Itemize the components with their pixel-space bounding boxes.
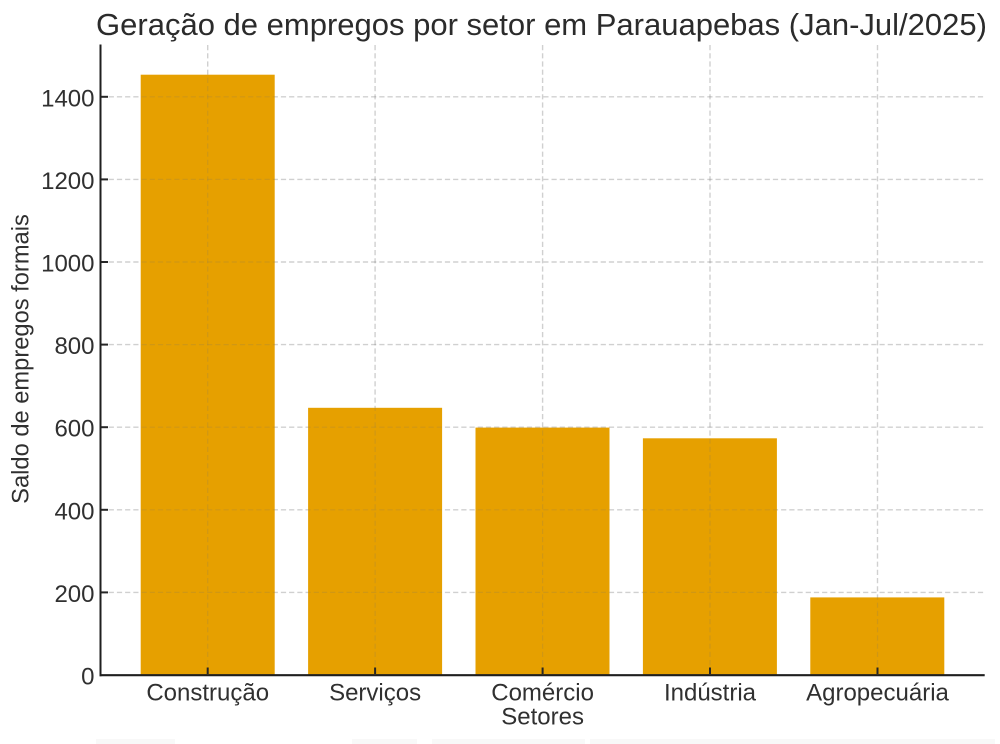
- svg-text:800: 800: [54, 333, 94, 360]
- svg-text:1000: 1000: [41, 251, 94, 278]
- svg-text:Indústria: Indústria: [664, 679, 757, 706]
- svg-text:0: 0: [81, 664, 94, 691]
- svg-text:1200: 1200: [41, 168, 94, 195]
- svg-text:Geração de empregos por setor: Geração de empregos por setor em Parauap…: [96, 7, 987, 42]
- svg-text:Saldo de empregos formais: Saldo de empregos formais: [8, 214, 34, 504]
- svg-text:600: 600: [54, 416, 94, 443]
- svg-text:Serviços: Serviços: [329, 679, 421, 706]
- svg-text:200: 200: [54, 581, 94, 608]
- svg-text:Construção: Construção: [146, 679, 269, 706]
- svg-text:Setores: Setores: [501, 704, 584, 731]
- svg-text:1400: 1400: [41, 85, 94, 112]
- svg-text:400: 400: [54, 498, 94, 525]
- svg-text:Comércio: Comércio: [491, 679, 594, 706]
- svg-text:Agropecuária: Agropecuária: [806, 679, 949, 706]
